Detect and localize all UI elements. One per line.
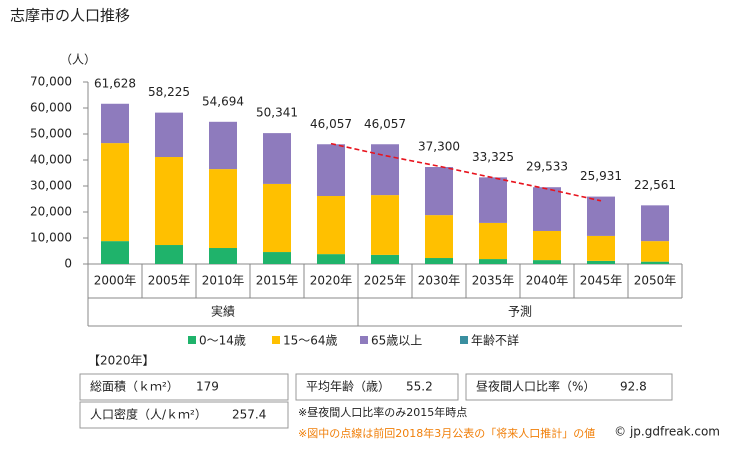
info-box (79, 401, 289, 429)
bar-segment (371, 254, 399, 264)
info-value: 179 (196, 380, 219, 394)
x-tick-label: 2015年 (256, 274, 299, 288)
note: ※昼夜間人口比率のみ2015年時点 (298, 405, 467, 419)
credit: © jp.gdfreak.com (614, 425, 720, 439)
total-label: 29,533 (526, 160, 568, 174)
total-label: 58,225 (148, 85, 190, 99)
info-box (79, 373, 289, 401)
bar-segment (155, 245, 183, 264)
bar-segment (209, 248, 237, 264)
total-label: 46,057 (310, 117, 352, 131)
projection-line (330, 142, 602, 202)
bar-segment (587, 196, 615, 236)
info-label: 平均年齢（歳） (306, 379, 390, 394)
info-heading: 【2020年】 (88, 354, 155, 368)
bar-segment (641, 205, 669, 242)
bar-segment (587, 235, 615, 261)
y-tick-label: 40,000 (30, 153, 72, 167)
info-value: 55.2 (406, 380, 433, 394)
total-label: 54,694 (202, 94, 244, 108)
total-label: 25,931 (580, 169, 622, 183)
y-tick-label: 70,000 (30, 75, 72, 89)
x-tick-label: 2050年 (634, 274, 677, 288)
legend-swatch (188, 336, 196, 344)
total-label: 50,341 (256, 106, 298, 120)
info-label: 総面積（ｋｍ²） (90, 379, 179, 394)
total-label: 46,057 (364, 117, 406, 131)
legend-swatch (460, 336, 468, 344)
bar-segment (371, 144, 399, 196)
info-box (295, 373, 459, 401)
y-tick-label: 20,000 (30, 205, 72, 219)
legend-swatch (360, 336, 368, 344)
y-tick-label: 30,000 (30, 179, 72, 193)
bar-segment (155, 112, 183, 158)
bar-segment (371, 195, 399, 255)
x-tick-label: 2035年 (472, 274, 515, 288)
y-tick-label: 50,000 (30, 127, 72, 141)
x-tick-label: 2005年 (148, 274, 191, 288)
x-tick-label: 2000年 (94, 274, 137, 288)
x-tick-label: 2040年 (526, 274, 569, 288)
info-box (465, 373, 673, 401)
bar-segment (317, 254, 345, 264)
y-tick-label: 60,000 (30, 101, 72, 115)
bar-segment (209, 169, 237, 249)
x-tick-label: 2045年 (580, 274, 623, 288)
info-label: 昼夜間人口比率（%） (476, 379, 595, 394)
y-unit: （人） (60, 53, 96, 67)
bar-segment (263, 133, 291, 184)
total-label: 61,628 (94, 76, 136, 90)
legend-label: 年齢不詳 (471, 333, 519, 348)
bar-segment (209, 121, 237, 170)
bar-segment (533, 187, 561, 231)
x-tick-label: 2025年 (364, 274, 407, 288)
info-value: 92.8 (620, 380, 647, 394)
bar-segment (641, 241, 669, 262)
bar-segment (101, 143, 129, 242)
total-label: 33,325 (472, 150, 514, 164)
y-tick-label: 10,000 (30, 231, 72, 245)
bar-segment (479, 222, 507, 260)
total-label: 22,561 (634, 178, 676, 192)
bar-segment (317, 144, 345, 197)
x-tick-label: 2010年 (202, 274, 245, 288)
x-tick-label: 2030年 (418, 274, 461, 288)
total-label: 37,300 (418, 140, 460, 154)
info: 【2020年】 総面積（ｋｍ²） 179 平均年齢（歳） 55.2 昼夜間人口比… (79, 354, 720, 440)
info-value: 257.4 (232, 408, 266, 422)
bar-segment (317, 196, 345, 255)
bar-segment (425, 167, 453, 216)
legend-swatch (272, 336, 280, 344)
bar-segment (479, 177, 507, 223)
y-tick-label: 0 (64, 257, 72, 271)
legend-label: 15～64歳 (283, 334, 338, 348)
bar-segment (425, 258, 453, 264)
bar-segment (263, 252, 291, 264)
bar-segment (533, 230, 561, 261)
note: ※図中の点線は前回2018年3月公表の「将来人口推計」の値 (298, 426, 595, 440)
bar-segment (101, 241, 129, 264)
legend-label: 65歳以上 (371, 334, 422, 348)
bar-segment (101, 103, 129, 144)
bar-segment (587, 260, 615, 264)
bar-segment (533, 260, 561, 264)
x-tick-label: 2020年 (310, 274, 353, 288)
info-label: 人口密度（人/ｋｍ²） (90, 407, 207, 422)
bar-segment (263, 183, 291, 253)
chart-title: 志摩市の人口推移 (10, 7, 130, 25)
bar-segment (425, 215, 453, 259)
bar-segment (155, 157, 183, 246)
group-label: 予測 (508, 305, 532, 319)
bar-segment (479, 259, 507, 264)
legend-label: 0～14歳 (199, 334, 246, 348)
group-label: 実績 (211, 304, 235, 319)
bar-segment (641, 261, 669, 264)
